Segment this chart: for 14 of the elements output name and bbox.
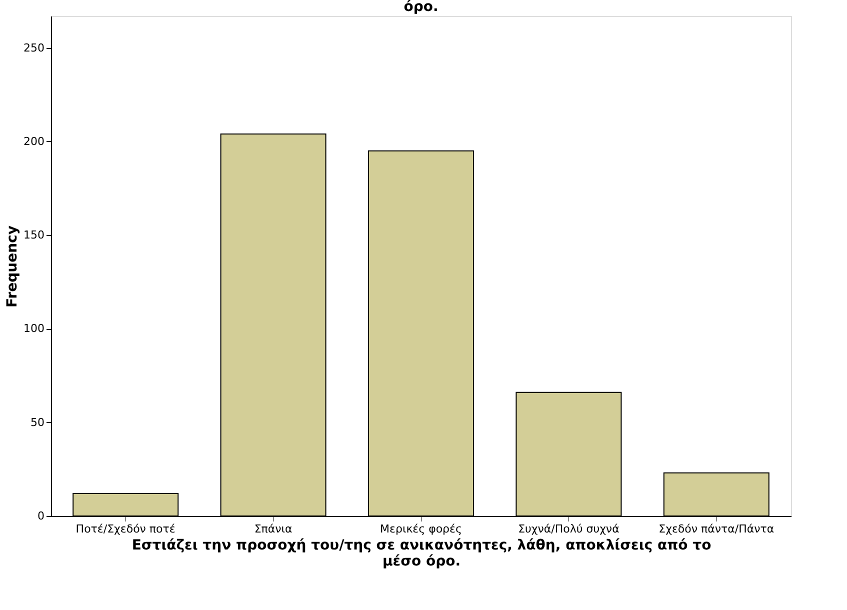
y-axis-title: Frequency — [4, 226, 21, 308]
x-axis-title: Εστιάζει την προσοχή του/της σε ανικανότητες, λάθη, αποκλίσεις από το μέσο όρο. — [132, 538, 712, 570]
x-tick-label: Ποτέ/Σχεδόν ποτέ — [76, 522, 176, 536]
chart-title: όρο. — [404, 0, 438, 15]
y-tick-label: 150 — [24, 228, 44, 242]
y-tick-label: 0 — [38, 510, 44, 522]
x-tick-label: Σχεδόν πάντα/Πάντα — [658, 522, 774, 536]
y-tick-label: 100 — [24, 322, 44, 336]
x-tick-label: Σπάνια — [254, 522, 292, 536]
x-tick-label: Συχνά/Πολύ συχνά — [518, 522, 620, 536]
y-tick-label: 50 — [30, 416, 44, 429]
y-tick-label: 200 — [24, 134, 44, 148]
y-tick-label: 250 — [24, 41, 44, 54]
x-tick-label: Μερικές φορές — [380, 522, 462, 536]
